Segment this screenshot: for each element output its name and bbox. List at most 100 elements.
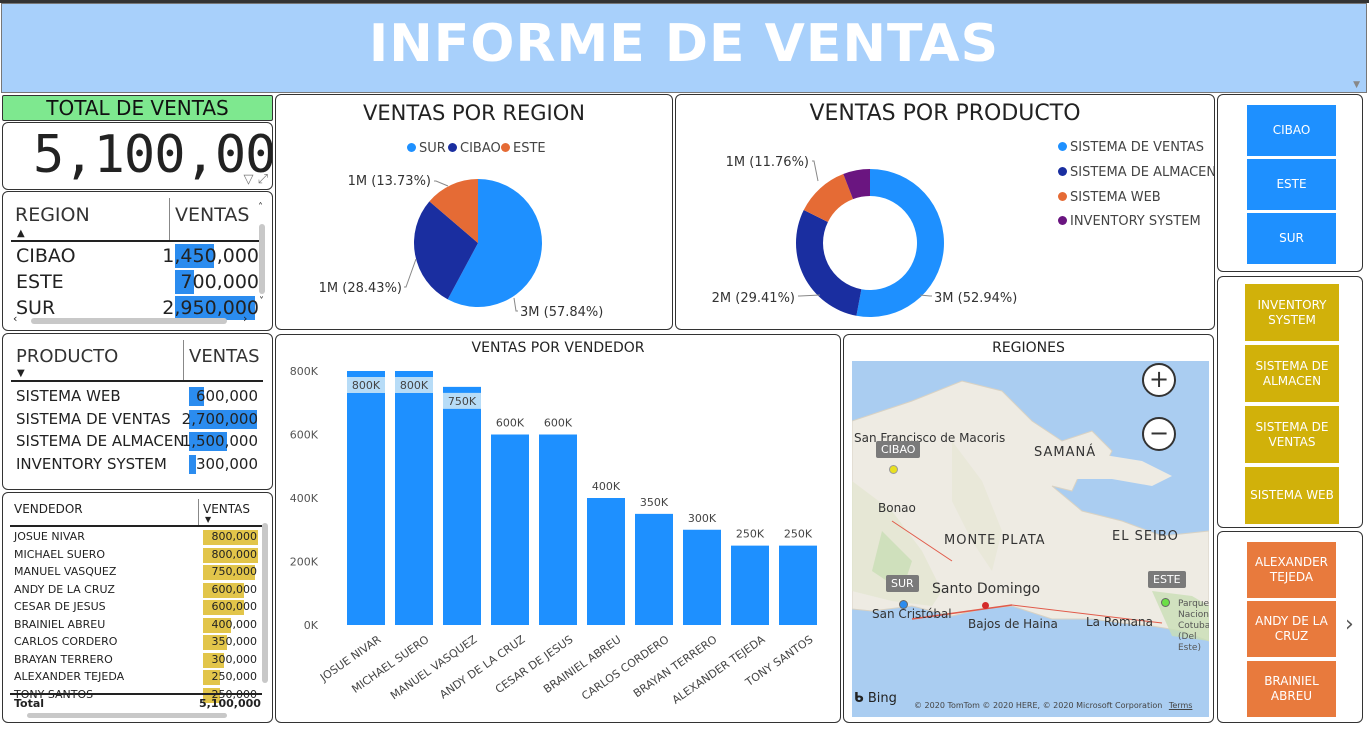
slicer-region-sur[interactable]: SUR — [1247, 213, 1336, 264]
table-row[interactable]: CIBAO 1,450,000 — [3, 244, 272, 268]
vendor-chart-title: VENTAS POR VENDEDOR — [471, 340, 645, 356]
sort-desc-icon[interactable]: ▼ — [205, 515, 212, 524]
vendor-name: JOSUE NIVAR — [14, 530, 85, 543]
legend-item-inventory[interactable]: INVENTORY SYSTEM — [1058, 214, 1201, 229]
bar-data-label: 400K — [592, 480, 621, 493]
zoom-in-button[interactable]: + — [1142, 363, 1176, 397]
map-point-cibao[interactable] — [889, 465, 898, 474]
slicer-product-web[interactable]: SISTEMA WEB — [1245, 467, 1339, 524]
slicer-vendor-brainiel[interactable]: BRAINIEL ABREU — [1247, 661, 1336, 717]
vendedor-col-header[interactable]: VENDEDOR — [14, 502, 83, 516]
vendor-name: MANUEL VASQUEZ — [14, 565, 117, 578]
donut-slice[interactable] — [843, 169, 870, 200]
slicer-vendor-alexander[interactable]: ALEXANDER TEJEDA — [1247, 542, 1336, 598]
scroll-down-icon[interactable]: ▼ — [1353, 80, 1360, 90]
table-row[interactable]: SISTEMA WEB 600,000 — [3, 386, 272, 406]
table-row[interactable]: SUR 2,950,000 — [3, 296, 272, 320]
data-label-bg — [347, 377, 385, 393]
legend-item-cibao[interactable]: CIBAO — [448, 141, 501, 156]
bar-cesar-de-jesus[interactable] — [539, 434, 577, 626]
pie-slice-cibao[interactable] — [414, 201, 478, 300]
table-row[interactable]: JOSUE NIVAR 800,000 — [3, 529, 272, 545]
focus-mode-icon[interactable]: ⤢ — [257, 172, 268, 187]
donut-slice[interactable] — [796, 210, 862, 316]
pie-slice-sur[interactable] — [447, 179, 542, 307]
table-row[interactable]: MICHAEL SUERO 800,000 — [3, 547, 272, 563]
bar-tony-santos[interactable] — [779, 545, 817, 625]
zoom-out-button[interactable]: − — [1142, 417, 1176, 451]
vendor-value: 750,000 — [211, 565, 258, 578]
bar-manuel-vasquez[interactable] — [443, 386, 481, 625]
donut-slice[interactable] — [856, 169, 944, 317]
table-row[interactable]: INVENTORY SYSTEM 300,000 — [3, 454, 272, 474]
data-bar — [203, 687, 220, 703]
terms-link[interactable]: Terms — [1168, 701, 1193, 710]
legend-item-sistema-web[interactable]: SISTEMA WEB — [1058, 190, 1161, 205]
bar-josue-nivar[interactable] — [347, 371, 385, 625]
map-canvas[interactable]: + − San Francisco de Macoris SAMANÁ Bona… — [852, 361, 1209, 717]
legend-dot — [448, 143, 457, 152]
chevron-right-icon[interactable]: › — [1345, 612, 1354, 637]
bar-brayan-terrero[interactable] — [683, 529, 721, 625]
scroll-right-icon[interactable]: › — [243, 312, 248, 325]
bar-alexander-tejeda[interactable] — [731, 545, 769, 625]
table-row[interactable]: MANUEL VASQUEZ 750,000 — [3, 564, 272, 580]
scroll-down-icon[interactable]: ˅ — [259, 296, 264, 307]
table-row[interactable]: ESTE 700,000 — [3, 270, 272, 294]
bar-michael-suero[interactable] — [395, 371, 433, 625]
bar-data-label: 350K — [640, 496, 669, 509]
scroll-up-icon[interactable]: ˄ — [258, 202, 263, 213]
ventas-col-header[interactable]: VENTAS — [203, 502, 250, 516]
bar-andy-de-la-cruz[interactable] — [491, 434, 529, 626]
vertical-scrollbar[interactable] — [262, 523, 268, 683]
pie-slice-este[interactable] — [429, 179, 478, 243]
table-row[interactable]: CESAR DE JESUS 600,000 — [3, 599, 272, 615]
table-row[interactable]: ANDY DE LA CRUZ 600,000 — [3, 582, 272, 598]
table-row[interactable]: SISTEMA DE ALMACEN 1,500,000 — [3, 431, 272, 451]
legend-item-sistema-ventas[interactable]: SISTEMA DE VENTAS — [1058, 140, 1204, 155]
map-point-sur[interactable] — [899, 600, 908, 609]
map-point-este[interactable] — [1161, 598, 1170, 607]
x-tick-label: MANUEL VASQUEZ — [388, 633, 480, 703]
table-row[interactable]: ALEXANDER TEJEDA 250,000 — [3, 669, 272, 685]
map-tag-este[interactable]: ESTE — [1148, 571, 1186, 588]
slicer-region-este[interactable]: ESTE — [1247, 159, 1336, 210]
data-bar — [203, 635, 227, 650]
map-place-bonao: Bonao — [878, 501, 916, 515]
bar-brainiel-abreu[interactable] — [587, 498, 625, 625]
table-row[interactable]: SISTEMA DE VENTAS 2,700,000 — [3, 409, 272, 429]
region-name: SUR — [16, 297, 56, 319]
bar-carlos-cordero[interactable] — [635, 513, 673, 625]
table-row[interactable]: BRAINIEL ABREU 400,000 — [3, 617, 272, 633]
data-bar — [203, 670, 220, 685]
donut-slice[interactable] — [803, 173, 854, 223]
horizontal-scrollbar[interactable] — [31, 318, 227, 324]
filter-icon[interactable]: ▽ — [243, 172, 254, 187]
total-label: Total — [14, 697, 45, 710]
legend-item-sistema-almacen[interactable]: SISTEMA DE ALMACEN — [1058, 165, 1214, 180]
producto-col-header[interactable]: PRODUCTO — [16, 346, 119, 367]
table-row[interactable]: BRAYAN TERRERO 300,000 — [3, 652, 272, 668]
product-value: 300,000 — [195, 454, 258, 473]
table-row[interactable]: CARLOS CORDERO 350,000 — [3, 634, 272, 650]
sort-desc-icon[interactable]: ▼ — [17, 368, 25, 379]
slicer-region-cibao[interactable]: CIBAO — [1247, 105, 1336, 156]
map-tag-cibao[interactable]: CIBAO — [876, 441, 921, 458]
map-place-bajos-haina: Bajos de Haina — [968, 617, 1058, 631]
slicer-product-almacen[interactable]: SISTEMA DE ALMACEN — [1245, 345, 1339, 402]
slicer-vendor-andy[interactable]: ANDY DE LA CRUZ — [1247, 601, 1336, 657]
map-tag-sur[interactable]: SUR — [886, 575, 919, 592]
legend-item-sur[interactable]: SUR — [407, 141, 446, 156]
ventas-col-header[interactable]: VENTAS — [175, 204, 250, 226]
scroll-left-icon[interactable]: ‹ — [13, 312, 18, 325]
leader-line — [812, 160, 819, 182]
slicer-product-inventory[interactable]: INVENTORY SYSTEM — [1245, 284, 1339, 341]
sort-asc-icon[interactable]: ▲ — [17, 228, 25, 239]
legend-item-este[interactable]: ESTE — [501, 141, 546, 156]
slicer-product-ventas[interactable]: SISTEMA DE VENTAS — [1245, 406, 1339, 463]
ventas-col-header[interactable]: VENTAS — [189, 346, 260, 367]
horizontal-scrollbar[interactable] — [27, 713, 227, 718]
region-col-header[interactable]: REGION — [15, 204, 90, 226]
data-bar — [203, 582, 244, 598]
vertical-scrollbar[interactable] — [259, 224, 265, 294]
